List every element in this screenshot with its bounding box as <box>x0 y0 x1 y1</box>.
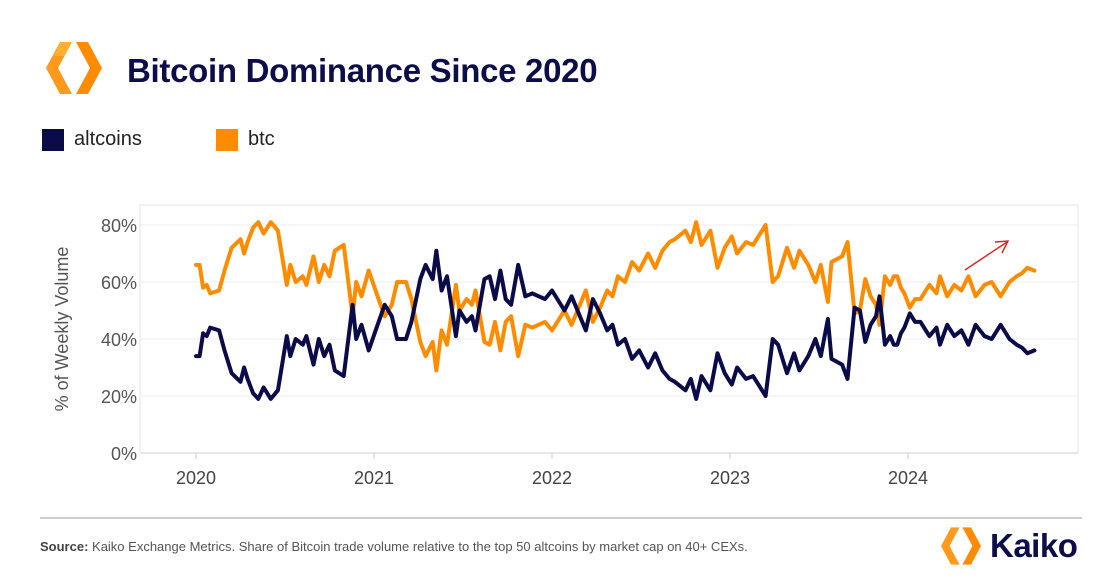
x-tick-label: 2020 <box>176 468 216 488</box>
y-tick-label: 0% <box>111 444 137 464</box>
legend-label-btc: btc <box>248 128 275 150</box>
source-text: Kaiko Exchange Metrics. Share of Bitcoin… <box>88 539 748 554</box>
trend-arrow-head <box>994 240 1010 254</box>
x-tick-label: 2022 <box>532 468 572 488</box>
kaiko-brand: Kaiko <box>938 526 1078 566</box>
y-axis-label: % of Weekly Volume <box>52 247 72 412</box>
legend-swatch-altcoins <box>42 128 64 151</box>
chart-title: Bitcoin Dominance Since 2020 <box>127 52 598 89</box>
y-tick-label: 40% <box>101 330 137 350</box>
y-tick-label: 20% <box>101 387 137 407</box>
x-tick-label: 2021 <box>354 468 394 488</box>
footer-divider <box>40 517 1082 519</box>
kaiko-brand-icon <box>941 527 981 565</box>
series-line-btc <box>194 220 1037 373</box>
x-tick-label: 2024 <box>888 468 928 488</box>
source-note: Source: Kaiko Exchange Metrics. Share of… <box>40 539 748 554</box>
legend-item-btc[interactable]: btc <box>216 128 275 151</box>
line-chart: 0% 20% 40% 60% 80% 2020 2021 2022 2023 2024 % of W… <box>52 204 1079 488</box>
y-tick-label: 60% <box>101 273 137 293</box>
kaiko-logo-icon <box>46 42 102 94</box>
legend-swatch-btc <box>216 128 238 151</box>
trend-arrow-annotation <box>964 241 1008 271</box>
legend-item-altcoins[interactable]: altcoins <box>42 128 142 151</box>
x-tick-label: 2023 <box>710 468 750 488</box>
brand-name: Kaiko <box>990 527 1078 564</box>
series-line-altcoins <box>194 248 1037 401</box>
source-label: Source: <box>40 539 89 554</box>
legend-label-altcoins: altcoins <box>74 128 142 150</box>
y-tick-label: 80% <box>101 216 137 236</box>
